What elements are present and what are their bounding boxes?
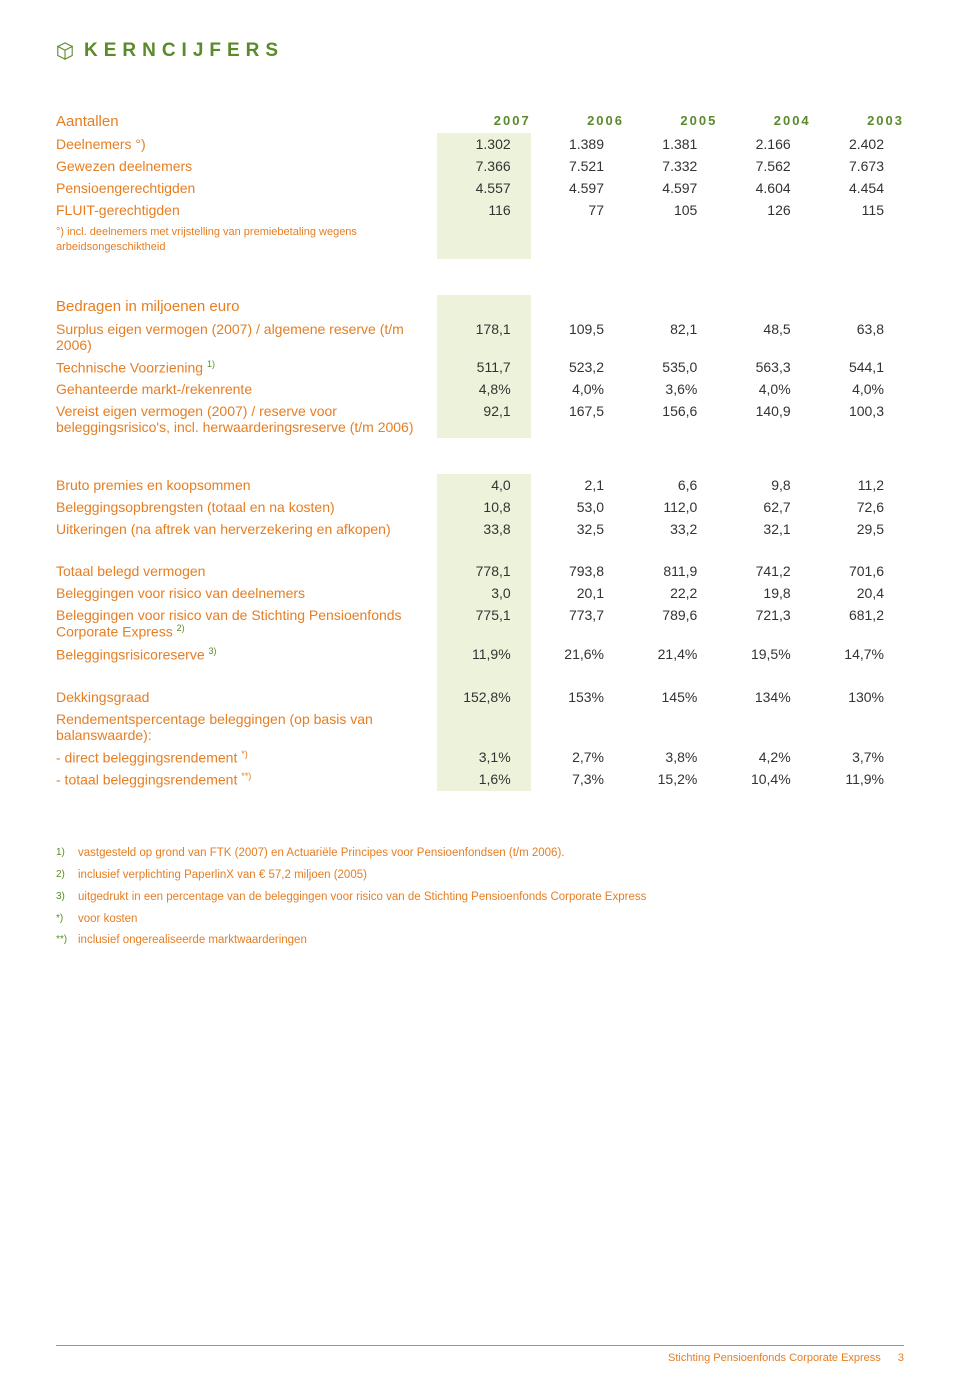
footer-org: Stichting Pensioenfonds Corporate Expres… xyxy=(668,1352,881,1364)
table-row: - totaal beleggingsrendement **)1,6%7,3%… xyxy=(56,768,904,791)
year-col-1: 2006 xyxy=(531,110,624,133)
table-row: Gehanteerde markt-/rekenrente4,8%4,0%3,6… xyxy=(56,378,904,400)
footnotes: 1)vastgesteld op grond van FTK (2007) en… xyxy=(56,843,904,952)
table-row: - direct beleggingsrendement *)3,1%2,7%3… xyxy=(56,746,904,769)
table-row: Totaal belegd vermogen778,1793,8811,9741… xyxy=(56,560,904,582)
footnote: *)voor kosten xyxy=(56,909,904,931)
table-row: Gewezen deelnemers7.3667.5217.3327.5627.… xyxy=(56,155,904,177)
table-row: Rendementspercentage beleggingen (op bas… xyxy=(56,708,904,746)
year-col-3: 2004 xyxy=(717,110,810,133)
table-row: Beleggingen voor risico van deelnemers3,… xyxy=(56,582,904,604)
table-row: Vereist eigen vermogen (2007) / reserve … xyxy=(56,400,904,438)
table-row: FLUIT-gerechtigden11677105126115 xyxy=(56,199,904,221)
footnote: 2)inclusief verplichting PaperlinX van €… xyxy=(56,865,904,887)
table-bedragen: Bedragen in miljoenen euro Surplus eigen… xyxy=(56,295,904,439)
table-row: Surplus eigen vermogen (2007) / algemene… xyxy=(56,318,904,356)
table-row: Bruto premies en koopsommen4,02,16,69,81… xyxy=(56,474,904,496)
year-col-4: 2003 xyxy=(811,110,904,133)
table-row: Beleggingsrisicoreserve 3)11,9%21,6%21,4… xyxy=(56,643,904,666)
section1-title: Aantallen xyxy=(56,110,437,133)
cube-icon xyxy=(56,42,74,60)
table-row: Pensioengerechtigden4.5574.5974.5974.604… xyxy=(56,177,904,199)
table-premies: Bruto premies en koopsommen4,02,16,69,81… xyxy=(56,474,904,791)
section2-title: Bedragen in miljoenen euro xyxy=(56,295,437,318)
table-row: Deelnemers °)1.3021.3891.3812.1662.402 xyxy=(56,133,904,155)
table-row: Beleggingen voor risico van de Stichting… xyxy=(56,604,904,643)
table-row: Uitkeringen (na aftrek van herverzekerin… xyxy=(56,518,904,540)
footnote: **)inclusief ongerealiseerde marktwaarde… xyxy=(56,930,904,952)
footnote: 3)uitgedrukt in een percentage van de be… xyxy=(56,887,904,909)
year-col-2: 2005 xyxy=(624,110,717,133)
page-title: KERNCIJFERS xyxy=(84,40,284,62)
table-row: Beleggingsopbrengsten (totaal en na kost… xyxy=(56,496,904,518)
table-note: °) incl. deelnemers met vrijstelling van… xyxy=(56,221,904,259)
table-aantallen: Aantallen 2007 2006 2005 2004 2003 Deeln… xyxy=(56,110,904,259)
page-footer: Stichting Pensioenfonds Corporate Expres… xyxy=(56,1345,904,1364)
table-row: Dekkingsgraad152,8%153%145%134%130% xyxy=(56,686,904,708)
footnote: 1)vastgesteld op grond van FTK (2007) en… xyxy=(56,843,904,865)
year-col-0: 2007 xyxy=(437,110,530,133)
table-row: Technische Voorziening 1)511,7523,2535,0… xyxy=(56,356,904,379)
page-header: KERNCIJFERS xyxy=(56,40,904,62)
page-number: 3 xyxy=(898,1352,904,1364)
